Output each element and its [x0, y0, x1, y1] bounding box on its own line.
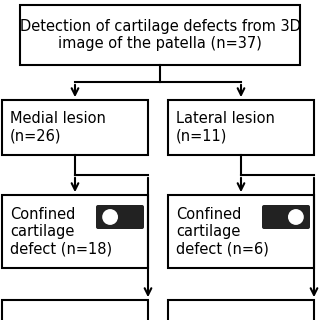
- Bar: [168, 195, 314, 268]
- Circle shape: [289, 210, 303, 224]
- Text: Confined
cartilage
defect (n=18): Confined cartilage defect (n=18): [10, 207, 112, 256]
- Circle shape: [103, 210, 117, 224]
- FancyBboxPatch shape: [262, 205, 310, 229]
- Text: Lateral lesion
(n=11): Lateral lesion (n=11): [176, 111, 275, 144]
- Bar: [168, 300, 314, 320]
- Bar: [2, 195, 148, 268]
- Bar: [168, 100, 314, 155]
- Text: Detection of cartilage defects from 3D
image of the patella (n=37): Detection of cartilage defects from 3D i…: [20, 19, 300, 51]
- Bar: [2, 100, 148, 155]
- FancyBboxPatch shape: [96, 205, 144, 229]
- Bar: [20, 5, 300, 65]
- Bar: [2, 300, 148, 320]
- Text: Confined
cartilage
defect (n=6): Confined cartilage defect (n=6): [176, 207, 269, 256]
- Text: Medial lesion
(n=26): Medial lesion (n=26): [10, 111, 106, 144]
